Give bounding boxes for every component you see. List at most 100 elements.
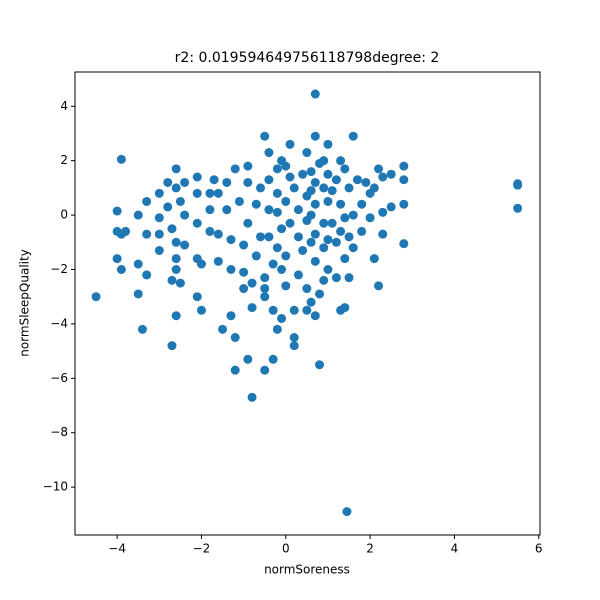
point (281, 161, 291, 171)
point (171, 237, 181, 247)
y-tick-label: 4 (60, 99, 68, 113)
point (163, 177, 173, 187)
point (336, 226, 346, 236)
point (175, 278, 185, 288)
point (386, 169, 396, 179)
point (163, 202, 173, 212)
point (205, 205, 215, 215)
point (260, 292, 270, 302)
point (352, 175, 362, 185)
point (277, 264, 287, 274)
point (226, 311, 236, 321)
point (386, 202, 396, 212)
point (323, 235, 333, 245)
point (180, 177, 190, 187)
point (239, 240, 249, 250)
point (331, 273, 341, 283)
y-tick-label: −2 (50, 262, 68, 276)
x-tick-label: 6 (535, 542, 543, 556)
point (513, 203, 523, 213)
point (310, 199, 320, 209)
point (272, 164, 282, 174)
point (277, 313, 287, 323)
point (369, 254, 379, 264)
point (260, 284, 270, 294)
point (298, 169, 308, 179)
point (192, 218, 202, 228)
point (167, 224, 177, 234)
point (234, 196, 244, 206)
point (357, 199, 367, 209)
y-tick-label: 2 (60, 153, 68, 167)
point (272, 188, 282, 198)
y-axis-label: normSleepQuality (18, 249, 32, 357)
point (399, 239, 409, 249)
point (247, 278, 257, 288)
point (344, 232, 354, 242)
point (175, 196, 185, 206)
point (289, 305, 299, 315)
point (348, 243, 358, 253)
point (171, 183, 181, 193)
point (243, 218, 253, 228)
point (310, 89, 320, 99)
point (399, 161, 409, 171)
point (133, 289, 143, 299)
point (272, 207, 282, 217)
point (331, 175, 341, 185)
point (192, 292, 202, 302)
point (357, 226, 367, 236)
point (218, 324, 228, 334)
point (298, 245, 308, 255)
point (260, 365, 270, 375)
point (192, 188, 202, 198)
point (399, 199, 409, 209)
point (243, 177, 253, 187)
y-tick-label: −4 (50, 316, 68, 330)
point (230, 365, 240, 375)
point (112, 206, 122, 216)
point (336, 156, 346, 166)
point (285, 172, 295, 182)
point (251, 251, 261, 261)
point (319, 275, 329, 285)
point (213, 229, 223, 239)
point (369, 183, 379, 193)
x-tick-label: 2 (366, 542, 374, 556)
point (264, 205, 274, 215)
point (513, 180, 523, 190)
chart-title: r2: 0.019594649756118798degree: 2 (175, 50, 440, 66)
point (315, 289, 325, 299)
point (264, 175, 274, 185)
point (348, 210, 358, 220)
point (192, 172, 202, 182)
point (226, 264, 236, 274)
point (154, 229, 164, 239)
point (306, 297, 316, 307)
point (302, 284, 312, 294)
point (171, 164, 181, 174)
point (399, 175, 409, 185)
point (116, 154, 126, 164)
point (323, 139, 333, 149)
y-tick-label: −6 (50, 371, 68, 385)
point (196, 259, 206, 269)
point (344, 183, 354, 193)
point (310, 256, 320, 266)
point (205, 188, 215, 198)
point (306, 237, 316, 247)
point (319, 218, 329, 228)
point (340, 254, 350, 264)
point (302, 148, 312, 158)
point (306, 167, 316, 177)
point (374, 164, 384, 174)
point (230, 164, 240, 174)
point (243, 354, 253, 364)
plot-frame (74, 71, 541, 536)
point (361, 177, 371, 187)
point (239, 284, 249, 294)
point (289, 341, 299, 351)
point (293, 270, 303, 280)
point (180, 210, 190, 220)
